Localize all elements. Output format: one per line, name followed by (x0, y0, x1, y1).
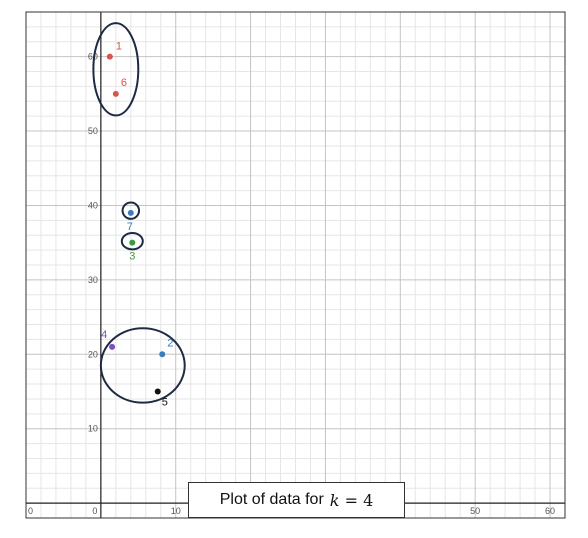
point-label: 4 (101, 329, 107, 341)
y-tick-label: 40 (88, 200, 98, 210)
x-tick-label: 50 (470, 506, 480, 516)
x-tick-label: 0 (28, 506, 33, 516)
cluster-ellipse (92, 22, 140, 117)
cluster-ellipse (121, 201, 141, 220)
plot-frame (25, 11, 566, 519)
point-label: 5 (162, 397, 168, 409)
caption-value: 4 (363, 490, 374, 510)
caption-variable: k (329, 490, 340, 510)
data-point (112, 90, 119, 97)
tick-labels: 0 0 10 50 60 10 20 30 40 50 60 (28, 52, 555, 516)
y-tick-label: 10 (88, 424, 98, 434)
point-label: 6 (121, 77, 127, 89)
cluster-ellipse (120, 232, 144, 251)
y-tick-label: 20 (88, 349, 98, 359)
y-tick-label: 60 (88, 52, 98, 62)
point-label: 2 (167, 337, 173, 349)
minor-grid (26, 11, 566, 519)
x-tick-label: 0 (92, 506, 97, 516)
data-point (159, 351, 166, 358)
data-point (129, 239, 136, 246)
caption-operator: = (344, 490, 358, 510)
x-tick-label: 60 (545, 506, 555, 516)
point-label: 7 (127, 221, 133, 233)
y-tick-label: 30 (88, 275, 98, 285)
point-label: 1 (116, 41, 122, 53)
major-grid (25, 12, 565, 518)
caption-box: Plot of data for k = 4 (188, 482, 405, 518)
data-point (127, 209, 134, 216)
caption-text: Plot of data for (219, 491, 324, 508)
y-tick-label: 50 (88, 126, 98, 136)
caption-equation: k = 4 (330, 491, 373, 510)
data-point (106, 53, 113, 60)
cluster-ellipses (92, 22, 186, 404)
data-point (109, 343, 116, 350)
data-points: 1 6 7 3 4 2 5 (101, 41, 173, 409)
x-tick-label: 10 (171, 506, 181, 516)
point-label: 3 (129, 251, 135, 263)
data-point (154, 388, 161, 395)
cluster-ellipse (99, 327, 186, 404)
